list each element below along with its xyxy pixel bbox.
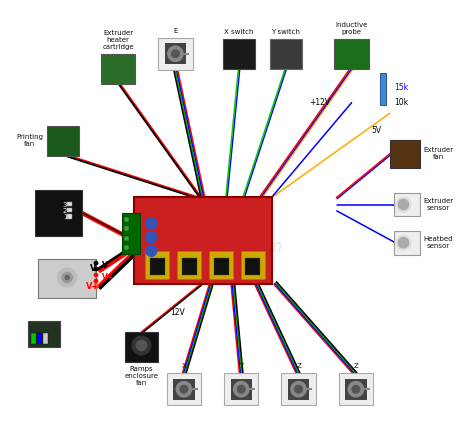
Circle shape — [168, 46, 183, 61]
Circle shape — [291, 382, 306, 397]
Circle shape — [352, 386, 360, 393]
Text: Z: Z — [296, 363, 301, 369]
Text: maker.com: maker.com — [191, 238, 283, 256]
Circle shape — [94, 285, 98, 288]
FancyBboxPatch shape — [150, 258, 165, 275]
Circle shape — [396, 235, 411, 250]
FancyBboxPatch shape — [209, 251, 233, 279]
FancyBboxPatch shape — [158, 37, 192, 70]
FancyBboxPatch shape — [335, 39, 369, 69]
FancyBboxPatch shape — [67, 214, 72, 219]
Text: 5V: 5V — [371, 126, 382, 135]
FancyBboxPatch shape — [345, 379, 366, 400]
FancyBboxPatch shape — [67, 208, 72, 212]
FancyBboxPatch shape — [282, 373, 316, 406]
Circle shape — [234, 382, 249, 397]
Circle shape — [237, 386, 245, 393]
Text: +12V: +12V — [310, 98, 330, 107]
Circle shape — [137, 340, 146, 351]
FancyBboxPatch shape — [380, 73, 386, 105]
Circle shape — [146, 232, 157, 243]
Circle shape — [58, 268, 76, 287]
Circle shape — [94, 279, 98, 282]
Circle shape — [62, 273, 72, 282]
FancyBboxPatch shape — [224, 373, 258, 406]
FancyBboxPatch shape — [246, 258, 260, 275]
Circle shape — [172, 50, 179, 58]
FancyBboxPatch shape — [146, 251, 170, 279]
FancyBboxPatch shape — [124, 217, 129, 222]
Text: Extruder
fan: Extruder fan — [424, 147, 454, 160]
Circle shape — [146, 245, 157, 256]
Circle shape — [398, 238, 409, 248]
Text: V-: V- — [102, 261, 110, 270]
Text: Y switch: Y switch — [271, 29, 301, 35]
Circle shape — [146, 218, 157, 229]
FancyBboxPatch shape — [124, 245, 129, 250]
FancyBboxPatch shape — [67, 201, 72, 206]
Text: Inductive
probe: Inductive probe — [336, 22, 368, 35]
Circle shape — [132, 336, 151, 355]
FancyBboxPatch shape — [125, 332, 157, 362]
Text: Ramps
enclosure
fan: Ramps enclosure fan — [125, 366, 158, 386]
Text: Extruder
heater
cartridge: Extruder heater cartridge — [102, 30, 134, 50]
FancyBboxPatch shape — [124, 226, 129, 231]
FancyBboxPatch shape — [35, 190, 82, 236]
Circle shape — [348, 382, 364, 397]
FancyBboxPatch shape — [167, 373, 201, 406]
FancyBboxPatch shape — [165, 43, 186, 64]
Text: V+: V+ — [102, 273, 114, 282]
Circle shape — [295, 386, 302, 393]
Text: Heatbed
sensor: Heatbed sensor — [424, 236, 453, 249]
FancyBboxPatch shape — [101, 54, 135, 83]
FancyBboxPatch shape — [390, 140, 420, 167]
Text: Printing
fan: Printing fan — [16, 134, 43, 147]
FancyBboxPatch shape — [394, 231, 420, 255]
Text: Z: Z — [354, 363, 358, 369]
FancyBboxPatch shape — [47, 126, 79, 156]
Text: Y: Y — [239, 363, 243, 369]
FancyBboxPatch shape — [44, 333, 47, 344]
Text: V-: V- — [90, 264, 99, 273]
Text: X switch: X switch — [224, 29, 254, 35]
FancyBboxPatch shape — [177, 251, 201, 279]
Text: 2: 2 — [63, 208, 67, 214]
FancyBboxPatch shape — [339, 373, 373, 406]
FancyBboxPatch shape — [134, 197, 272, 284]
FancyBboxPatch shape — [27, 321, 60, 347]
FancyBboxPatch shape — [288, 379, 309, 400]
Text: 10k: 10k — [394, 98, 408, 107]
FancyBboxPatch shape — [31, 333, 36, 344]
Text: E: E — [173, 28, 178, 34]
FancyBboxPatch shape — [38, 259, 96, 298]
Circle shape — [398, 199, 409, 210]
Text: 3: 3 — [63, 201, 67, 207]
FancyBboxPatch shape — [37, 333, 42, 344]
Circle shape — [180, 386, 188, 393]
FancyBboxPatch shape — [270, 39, 302, 69]
Text: Extruder
sensor: Extruder sensor — [424, 198, 454, 211]
Text: 1: 1 — [63, 214, 67, 220]
FancyBboxPatch shape — [182, 258, 197, 275]
FancyBboxPatch shape — [124, 236, 129, 241]
FancyBboxPatch shape — [231, 379, 252, 400]
Text: X: X — [182, 363, 186, 369]
Circle shape — [94, 268, 98, 271]
FancyBboxPatch shape — [122, 213, 140, 254]
Text: V+: V+ — [85, 282, 99, 291]
Circle shape — [396, 197, 411, 212]
Circle shape — [65, 276, 69, 279]
Text: 12V: 12V — [170, 308, 185, 317]
FancyBboxPatch shape — [394, 193, 420, 216]
FancyBboxPatch shape — [173, 379, 194, 400]
Circle shape — [176, 382, 191, 397]
Circle shape — [94, 273, 98, 277]
FancyBboxPatch shape — [223, 39, 255, 69]
Circle shape — [94, 262, 98, 265]
FancyBboxPatch shape — [241, 251, 265, 279]
Text: 15k: 15k — [394, 83, 408, 92]
FancyBboxPatch shape — [214, 258, 228, 275]
